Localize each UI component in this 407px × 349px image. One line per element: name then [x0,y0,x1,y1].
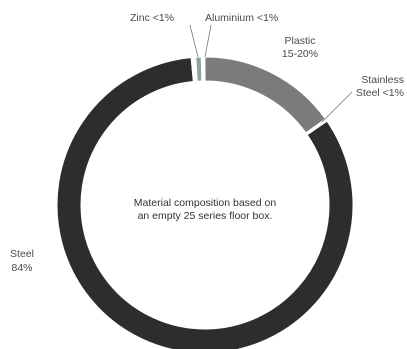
center-text-line-2: an empty 25 series floor box. [138,210,273,222]
slice-aluminium [200,56,206,82]
leader-zinc [189,24,199,58]
label-stainless-value: Steel <1% [356,87,404,99]
label-plastic-value: 15-20% [282,48,318,60]
leader-stainless-steel [321,91,353,123]
center-text-line-1: Material composition based on [134,197,277,209]
slice-steel [56,57,354,349]
label-aluminium: Aluminium <1% [205,12,278,24]
leader-aluminium [204,24,212,58]
slice-plastic [204,56,327,134]
label-stainless-name: Stainless [361,74,404,86]
label-steel-name: Steel [10,248,34,260]
label-zinc: Zinc <1% [130,12,174,24]
donut-slices [56,56,354,349]
label-steel-value: 84% [11,262,32,274]
label-leaders [189,24,353,123]
label-plastic-name: Plastic [285,35,316,47]
